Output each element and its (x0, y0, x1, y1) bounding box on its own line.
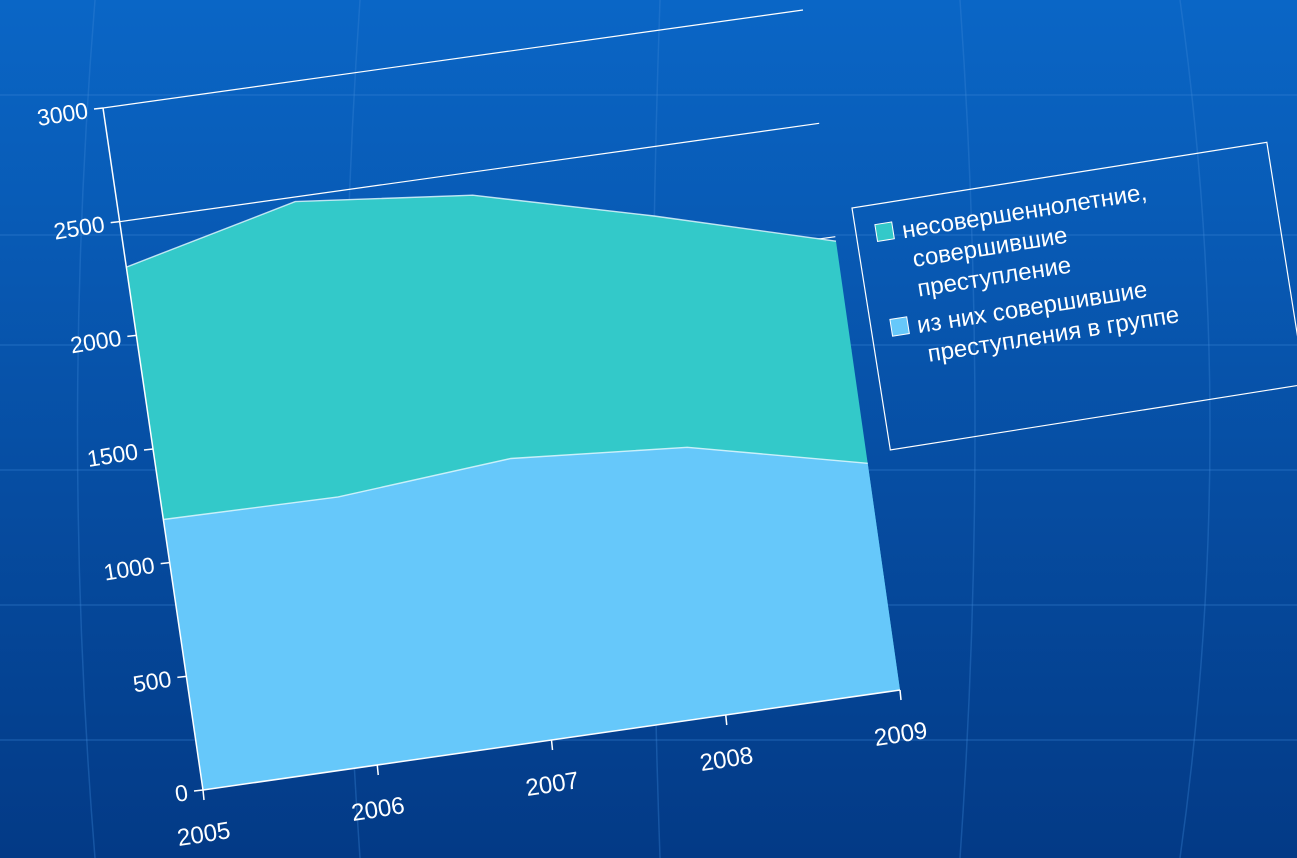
y-tick (160, 561, 170, 565)
area-series-2 (163, 447, 901, 790)
legend-swatch-2 (889, 316, 910, 337)
x-tick (202, 789, 205, 801)
legend-frame (851, 141, 1297, 451)
x-tick (899, 689, 902, 701)
legend-swatch-1 (874, 221, 895, 242)
y-tick-label: 500 (131, 666, 173, 698)
y-tick (127, 334, 137, 338)
gridline-2500 (119, 122, 820, 223)
gridline-3000 (102, 9, 804, 109)
x-tick (376, 764, 379, 776)
y-tick-label: 0 (173, 779, 190, 807)
area-edge-series-1 (126, 194, 837, 268)
y-tick (93, 107, 104, 110)
area-edge-series-2 (163, 446, 868, 521)
y-tick (193, 789, 204, 792)
plot-area: 0500100015002000250030002005200620072008… (35, 9, 929, 852)
x-tick (550, 739, 554, 751)
y-tick (110, 220, 120, 224)
x-tick (725, 714, 728, 726)
y-tick (177, 675, 187, 679)
y-tick (143, 448, 154, 451)
